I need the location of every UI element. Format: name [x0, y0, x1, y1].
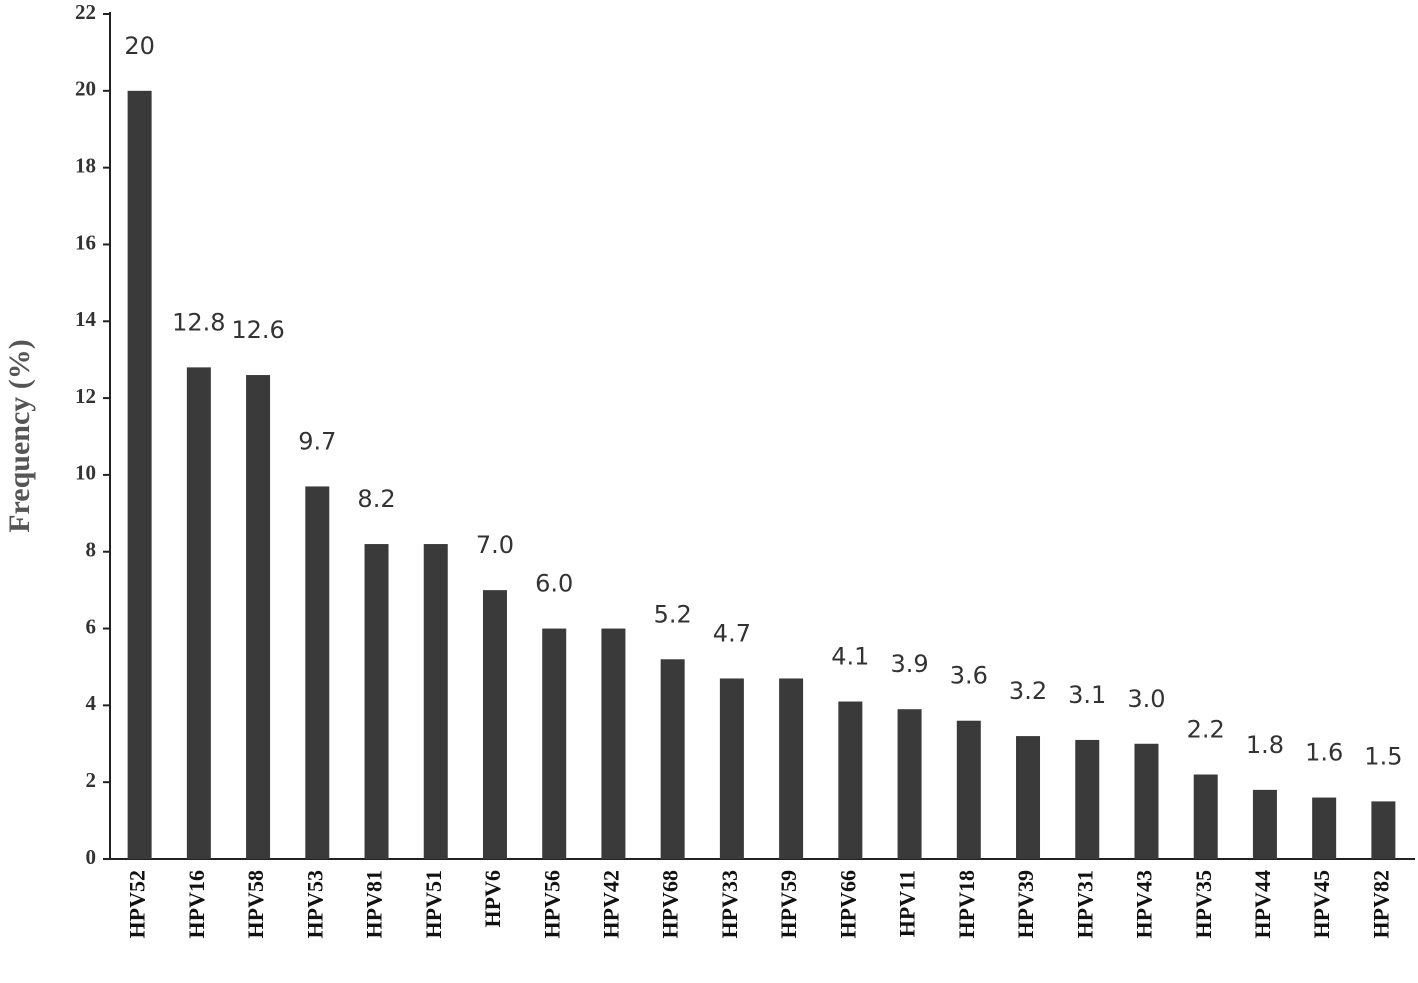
bar [246, 375, 271, 859]
value-label: 4.1 [831, 643, 869, 671]
x-tick-label: HPV44 [1250, 870, 1275, 938]
value-label: 4.7 [713, 619, 751, 647]
x-tick-label: HPV52 [125, 870, 150, 938]
x-tick-label: HPV66 [835, 870, 860, 938]
value-label: 7.0 [476, 531, 514, 559]
x-tick-label: HPV51 [421, 870, 446, 938]
value-label: 6.0 [535, 570, 573, 598]
x-tick-label: HPV11 [895, 870, 920, 937]
value-label: 20 [124, 32, 155, 60]
bar [127, 90, 152, 860]
x-tick-label: HPV6 [480, 870, 505, 927]
y-tick-label: 20 [75, 77, 96, 101]
value-label: 3.1 [1068, 681, 1106, 709]
bar [305, 486, 330, 859]
y-tick-label: 18 [75, 153, 96, 177]
x-tick-label: HPV16 [184, 870, 209, 938]
x-tick-label: HPV35 [1191, 870, 1216, 938]
y-tick-label: 12 [75, 384, 96, 408]
x-tick-label: HPV39 [1013, 870, 1038, 938]
x-tick-label: HPV18 [954, 870, 979, 938]
bar [482, 590, 507, 859]
bar [364, 544, 389, 859]
y-tick-label: 2 [86, 768, 97, 792]
y-tick-label: 22 [75, 0, 96, 24]
bar [1371, 801, 1396, 859]
value-label: 3.6 [950, 662, 988, 690]
x-tick-label: HPV68 [658, 870, 683, 938]
x-tick-label: HPV81 [362, 870, 387, 938]
value-label: 8.2 [357, 485, 395, 513]
y-tick-label: 4 [86, 691, 97, 715]
value-label: 9.7 [298, 427, 336, 455]
y-tick-label: 6 [86, 614, 97, 638]
bar [838, 701, 863, 859]
value-label: 12.6 [231, 316, 284, 344]
y-tick-label: 0 [86, 845, 97, 869]
bar [423, 544, 448, 859]
value-label: 5.2 [654, 600, 692, 628]
x-tick-label: HPV43 [1132, 870, 1157, 938]
bar [186, 367, 211, 859]
y-tick-label: 16 [75, 230, 96, 254]
bar [1312, 797, 1337, 859]
y-tick-label: 8 [86, 538, 97, 562]
x-tick-label: HPV58 [243, 870, 268, 938]
bar [660, 659, 685, 859]
bar [601, 628, 626, 859]
bar [897, 709, 922, 859]
value-label: 1.6 [1305, 739, 1343, 767]
bar [1134, 743, 1159, 859]
value-label: 1.5 [1364, 742, 1402, 770]
x-tick-label: HPV56 [539, 870, 564, 938]
bar [1075, 739, 1100, 859]
bar [1193, 774, 1218, 859]
x-tick-label: HPV59 [776, 870, 801, 938]
y-tick-label: 10 [75, 461, 96, 485]
value-label: 3.2 [1009, 677, 1047, 705]
value-label: 3.9 [890, 650, 928, 678]
x-tick-label: HPV53 [302, 870, 327, 938]
bar [1252, 789, 1277, 859]
x-tick-label: HPV31 [1072, 870, 1097, 938]
value-label: 12.8 [172, 308, 225, 336]
y-tick-label: 14 [75, 307, 97, 331]
y-axis-label: Frequency (%) [3, 339, 36, 533]
x-tick-label: HPV82 [1368, 870, 1393, 938]
value-label: 3.0 [1127, 685, 1165, 713]
x-tick-label: HPV45 [1309, 870, 1334, 938]
x-tick-label: HPV42 [598, 870, 623, 938]
bar [956, 720, 981, 859]
value-label: 1.8 [1246, 731, 1284, 759]
bar [1016, 736, 1041, 859]
value-label: 2.2 [1187, 716, 1225, 744]
bar [542, 628, 567, 859]
bar [719, 678, 744, 859]
bar [779, 678, 804, 859]
x-tick-label: HPV33 [717, 870, 742, 938]
